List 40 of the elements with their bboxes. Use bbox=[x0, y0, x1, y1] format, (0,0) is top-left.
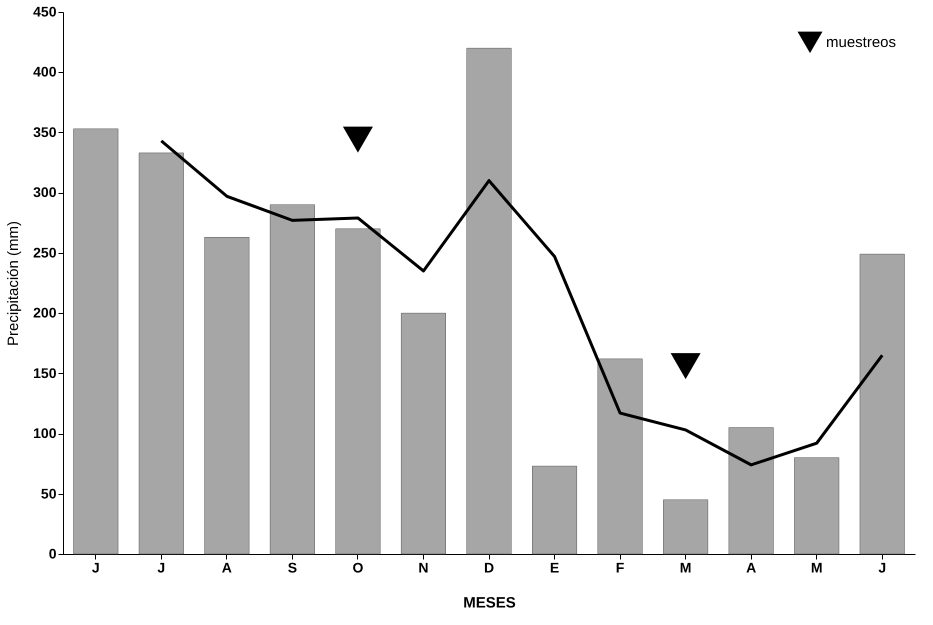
y-tick-label: 50 bbox=[40, 485, 57, 502]
y-tick-label: 0 bbox=[48, 546, 57, 562]
y-tick-label: 100 bbox=[33, 425, 57, 442]
x-tick-label: F bbox=[616, 560, 625, 576]
bar bbox=[400, 312, 446, 554]
x-tick-label: N bbox=[418, 560, 429, 576]
x-tick-label: O bbox=[352, 560, 364, 576]
y-tick-label: 250 bbox=[33, 244, 57, 260]
y-tick-label: 150 bbox=[33, 364, 57, 381]
y-tick-label: 200 bbox=[33, 304, 57, 321]
x-tick-label: J bbox=[157, 560, 166, 576]
x-tick-label: J bbox=[92, 560, 100, 576]
y-tick-label: 350 bbox=[33, 124, 57, 140]
x-tick-label: A bbox=[746, 560, 756, 576]
bar bbox=[73, 128, 118, 554]
x-tick-label: S bbox=[288, 560, 298, 576]
bar bbox=[728, 427, 774, 554]
bar bbox=[466, 48, 512, 554]
bar bbox=[532, 466, 578, 554]
line-series bbox=[160, 139, 884, 466]
x-tick-label: M bbox=[680, 560, 692, 576]
bar bbox=[270, 204, 315, 554]
x-tick-label: E bbox=[550, 560, 560, 576]
legend-label: muestreos bbox=[826, 34, 896, 51]
bar bbox=[204, 236, 250, 554]
bar bbox=[663, 500, 708, 554]
y-tick-label: 400 bbox=[33, 64, 57, 80]
bar bbox=[860, 254, 905, 554]
bar bbox=[138, 152, 184, 554]
y-axis-title: Precipitación (mm) bbox=[5, 220, 22, 346]
x-tick-label: J bbox=[878, 560, 886, 576]
bar bbox=[335, 228, 380, 554]
bar bbox=[598, 358, 643, 554]
x-tick-label: M bbox=[810, 560, 823, 576]
bar bbox=[794, 457, 840, 554]
x-tick-label: D bbox=[484, 560, 494, 576]
y-tick-label: 450 bbox=[33, 4, 57, 20]
y-tick-label: 300 bbox=[33, 184, 57, 200]
x-tick-label: A bbox=[222, 560, 232, 576]
x-axis-title: MESES bbox=[463, 594, 516, 612]
